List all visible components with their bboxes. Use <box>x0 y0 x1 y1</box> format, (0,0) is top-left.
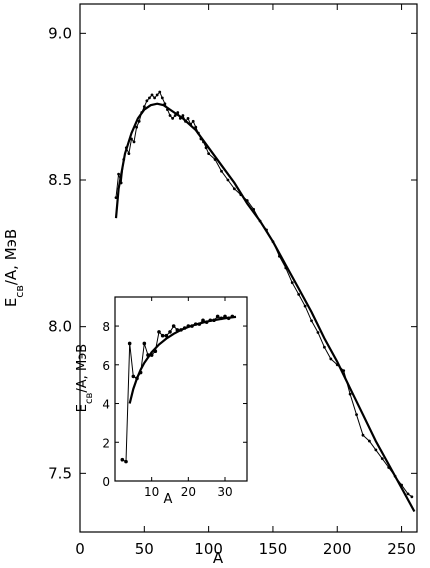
data-point <box>322 345 326 349</box>
data-point <box>355 413 358 417</box>
data-point <box>380 457 384 461</box>
y-tick-label: 7.5 <box>48 464 72 482</box>
data-point <box>168 114 172 117</box>
x-tick-label: 150 <box>259 540 288 558</box>
data-point <box>201 318 205 323</box>
data-point <box>127 341 132 346</box>
inset-axis-ticks: 10 20 30 0 2 4 6 8 <box>102 297 247 499</box>
data-point <box>160 96 164 100</box>
data-point <box>164 333 169 338</box>
data-point <box>194 125 198 129</box>
data-point <box>348 392 352 396</box>
x-tick-label: 30 <box>217 485 232 499</box>
y-tick-label: 2 <box>102 436 110 450</box>
data-point <box>158 90 162 94</box>
data-point <box>120 457 125 462</box>
data-point <box>406 492 410 496</box>
data-point <box>191 119 195 123</box>
data-point <box>303 304 307 308</box>
fit-curve <box>128 315 237 404</box>
x-tick-label: 50 <box>135 540 154 558</box>
x-tick-label: 250 <box>387 540 416 558</box>
data-point <box>127 152 131 156</box>
y-tick-label: 8.5 <box>48 171 72 189</box>
data-point <box>142 105 146 109</box>
inset-y-axis-label: Eсв/A, МэВ <box>75 344 95 412</box>
data-point <box>145 99 149 103</box>
x-tick-label: 0 <box>75 540 85 558</box>
data-point <box>232 187 236 191</box>
fit-curve <box>114 102 416 513</box>
x-tick-label: 100 <box>194 540 223 558</box>
data-point <box>374 448 378 452</box>
data-point <box>290 281 294 285</box>
inset-x-axis-label: A <box>164 492 173 507</box>
main-series <box>114 90 416 513</box>
data-point <box>124 459 128 464</box>
y-tick-label: 9.0 <box>48 24 72 42</box>
data-point <box>220 169 223 173</box>
data-point <box>316 331 320 334</box>
data-point <box>181 114 185 117</box>
data-point <box>368 439 371 443</box>
data-point <box>310 319 313 323</box>
data-point <box>153 96 157 100</box>
data-point <box>215 314 220 319</box>
main-plot-frame <box>79 3 418 533</box>
y-tick-label: 4 <box>102 398 110 412</box>
data-point <box>226 178 230 182</box>
data-point <box>168 330 172 334</box>
y-tick-label: 6 <box>102 359 110 373</box>
inset-plot-frame <box>114 296 248 482</box>
data-point <box>171 324 176 328</box>
data-point <box>297 293 301 296</box>
x-tick-label: 20 <box>181 485 196 499</box>
data-point <box>160 333 165 338</box>
data-point <box>148 96 151 100</box>
data-point <box>150 93 154 97</box>
data-point <box>157 330 161 334</box>
data-point <box>329 357 333 361</box>
data-point <box>207 152 211 156</box>
data-point <box>155 93 159 97</box>
data-point <box>137 119 141 123</box>
inset-series <box>120 314 237 464</box>
x-tick-label: 10 <box>144 485 159 499</box>
x-tick-label: 200 <box>323 540 352 558</box>
data-point <box>186 117 190 120</box>
data-point <box>117 172 120 176</box>
data-point <box>361 433 365 437</box>
data-point <box>131 374 136 379</box>
data-point <box>204 146 208 150</box>
data-point <box>132 140 136 144</box>
y-tick-label: 0 <box>102 475 110 489</box>
data-point <box>171 117 175 120</box>
y-tick-label: 8 <box>102 320 110 334</box>
main-x-axis-label: A <box>213 549 224 567</box>
inset-plot: 10 20 30 0 2 4 6 8 A Eсв/A, МэВ <box>75 296 248 507</box>
y-tick-label: 8.0 <box>48 318 72 336</box>
main-y-axis-label: Eсв/A, МэВ <box>2 229 26 307</box>
data-point <box>142 341 147 346</box>
data-point <box>135 125 138 129</box>
data-point <box>410 495 414 499</box>
